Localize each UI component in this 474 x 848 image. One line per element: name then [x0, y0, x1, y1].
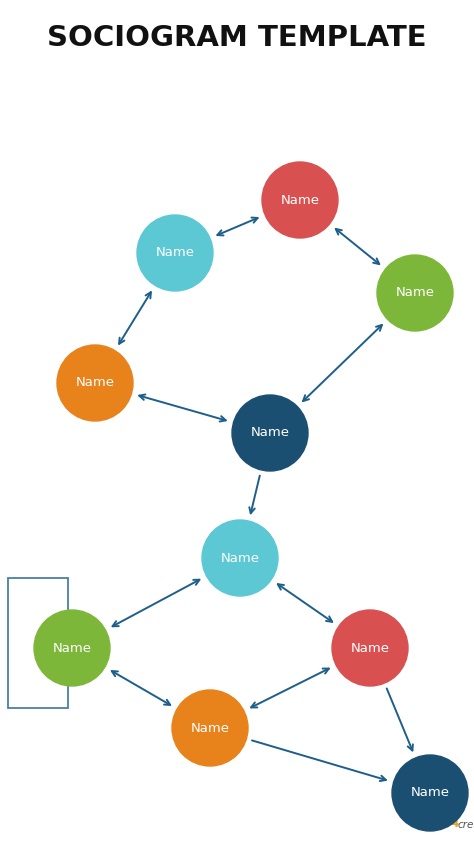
Circle shape	[34, 610, 110, 686]
Circle shape	[392, 755, 468, 831]
Circle shape	[57, 345, 133, 421]
Circle shape	[332, 610, 408, 686]
Circle shape	[232, 395, 308, 471]
Text: Name: Name	[75, 377, 115, 389]
Bar	[8, 578, 68, 708]
Text: Name: Name	[250, 427, 290, 439]
Text: Name: Name	[53, 641, 91, 655]
Text: SOCIOGRAM TEMPLATE: SOCIOGRAM TEMPLATE	[47, 24, 427, 52]
Text: creately: creately	[458, 820, 474, 830]
Text: Name: Name	[220, 551, 259, 565]
Text: Name: Name	[155, 247, 194, 259]
Text: Name: Name	[410, 786, 449, 800]
Circle shape	[377, 255, 453, 331]
Text: Name: Name	[350, 641, 390, 655]
Text: Name: Name	[191, 722, 229, 734]
Text: 4: 4	[450, 817, 458, 830]
Text: Name: Name	[395, 287, 435, 299]
Circle shape	[137, 215, 213, 291]
Text: Name: Name	[281, 193, 319, 207]
Circle shape	[202, 520, 278, 596]
Circle shape	[172, 690, 248, 766]
Circle shape	[262, 162, 338, 238]
